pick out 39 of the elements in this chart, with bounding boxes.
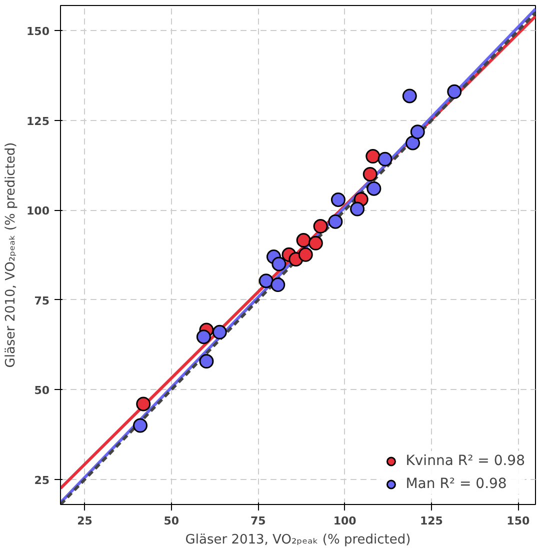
legend-label: Kvinna R² = 0.98 [406,453,525,469]
y-tick-label: 50 [34,384,50,398]
point [362,166,378,182]
point [298,247,313,262]
x-tick-label: 100 [333,514,357,528]
point [199,354,214,368]
x-tick-label: 50 [164,514,180,528]
x-tick-label: 150 [506,514,530,528]
point [136,396,151,412]
point [258,274,274,288]
point [366,149,380,164]
y-axis-title: Gläser 2010, VO₂ₚₑₐₖ (% predicted) [4,142,19,368]
point [328,214,343,229]
point [402,88,417,104]
point [330,192,346,207]
point [350,202,365,216]
y-tick-label: 150 [26,25,50,38]
x-axis-title: Gläser 2013, VO₂ₚₑₐₖ (% predicted) [185,532,411,548]
x-tick-label: 125 [420,514,443,528]
point [313,219,328,234]
point [296,233,311,248]
point [272,256,286,272]
point [366,181,382,196]
x-tick-label: 25 [77,514,92,528]
point [212,324,227,340]
point [410,124,425,140]
point [196,330,211,344]
point [447,84,462,99]
point [406,136,420,150]
y-tick-label: 100 [26,204,50,218]
point [308,236,323,250]
y-tick-label: 25 [34,474,50,487]
legend-label: Man R² = 0.98 [406,476,507,492]
point [132,418,148,433]
y-tick-label: 125 [26,114,50,128]
y-tick-label: 75 [34,294,50,308]
point [270,278,286,292]
point [378,152,392,166]
x-tick-label: 75 [250,514,266,528]
